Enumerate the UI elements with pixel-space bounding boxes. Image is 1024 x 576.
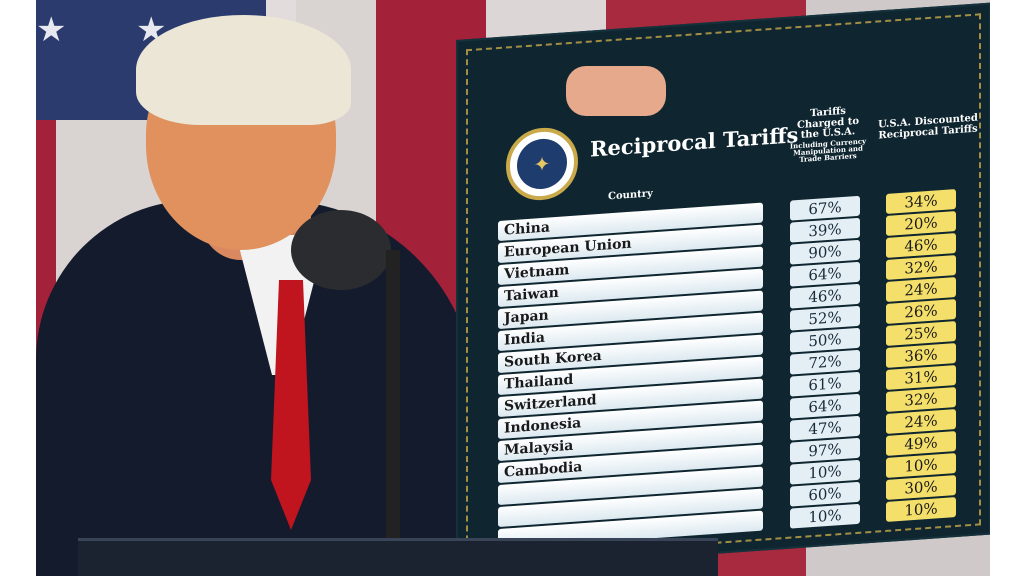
photo-scene: ★ ★ ✦ Reciprocal Tariffs Country Tariffs… — [36, 0, 990, 576]
person-hand — [566, 66, 666, 116]
person-tie — [271, 280, 311, 530]
tariff-board: ✦ Reciprocal Tariffs Country Tariffs Cha… — [456, 2, 990, 572]
column-header-charged: Tariffs Charged to the U.S.A. Including C… — [789, 105, 867, 165]
podium — [78, 538, 718, 576]
person-hair — [136, 15, 351, 125]
microphone-stand — [386, 250, 400, 540]
star-icon: ★ — [36, 10, 67, 50]
microphone — [291, 210, 391, 290]
